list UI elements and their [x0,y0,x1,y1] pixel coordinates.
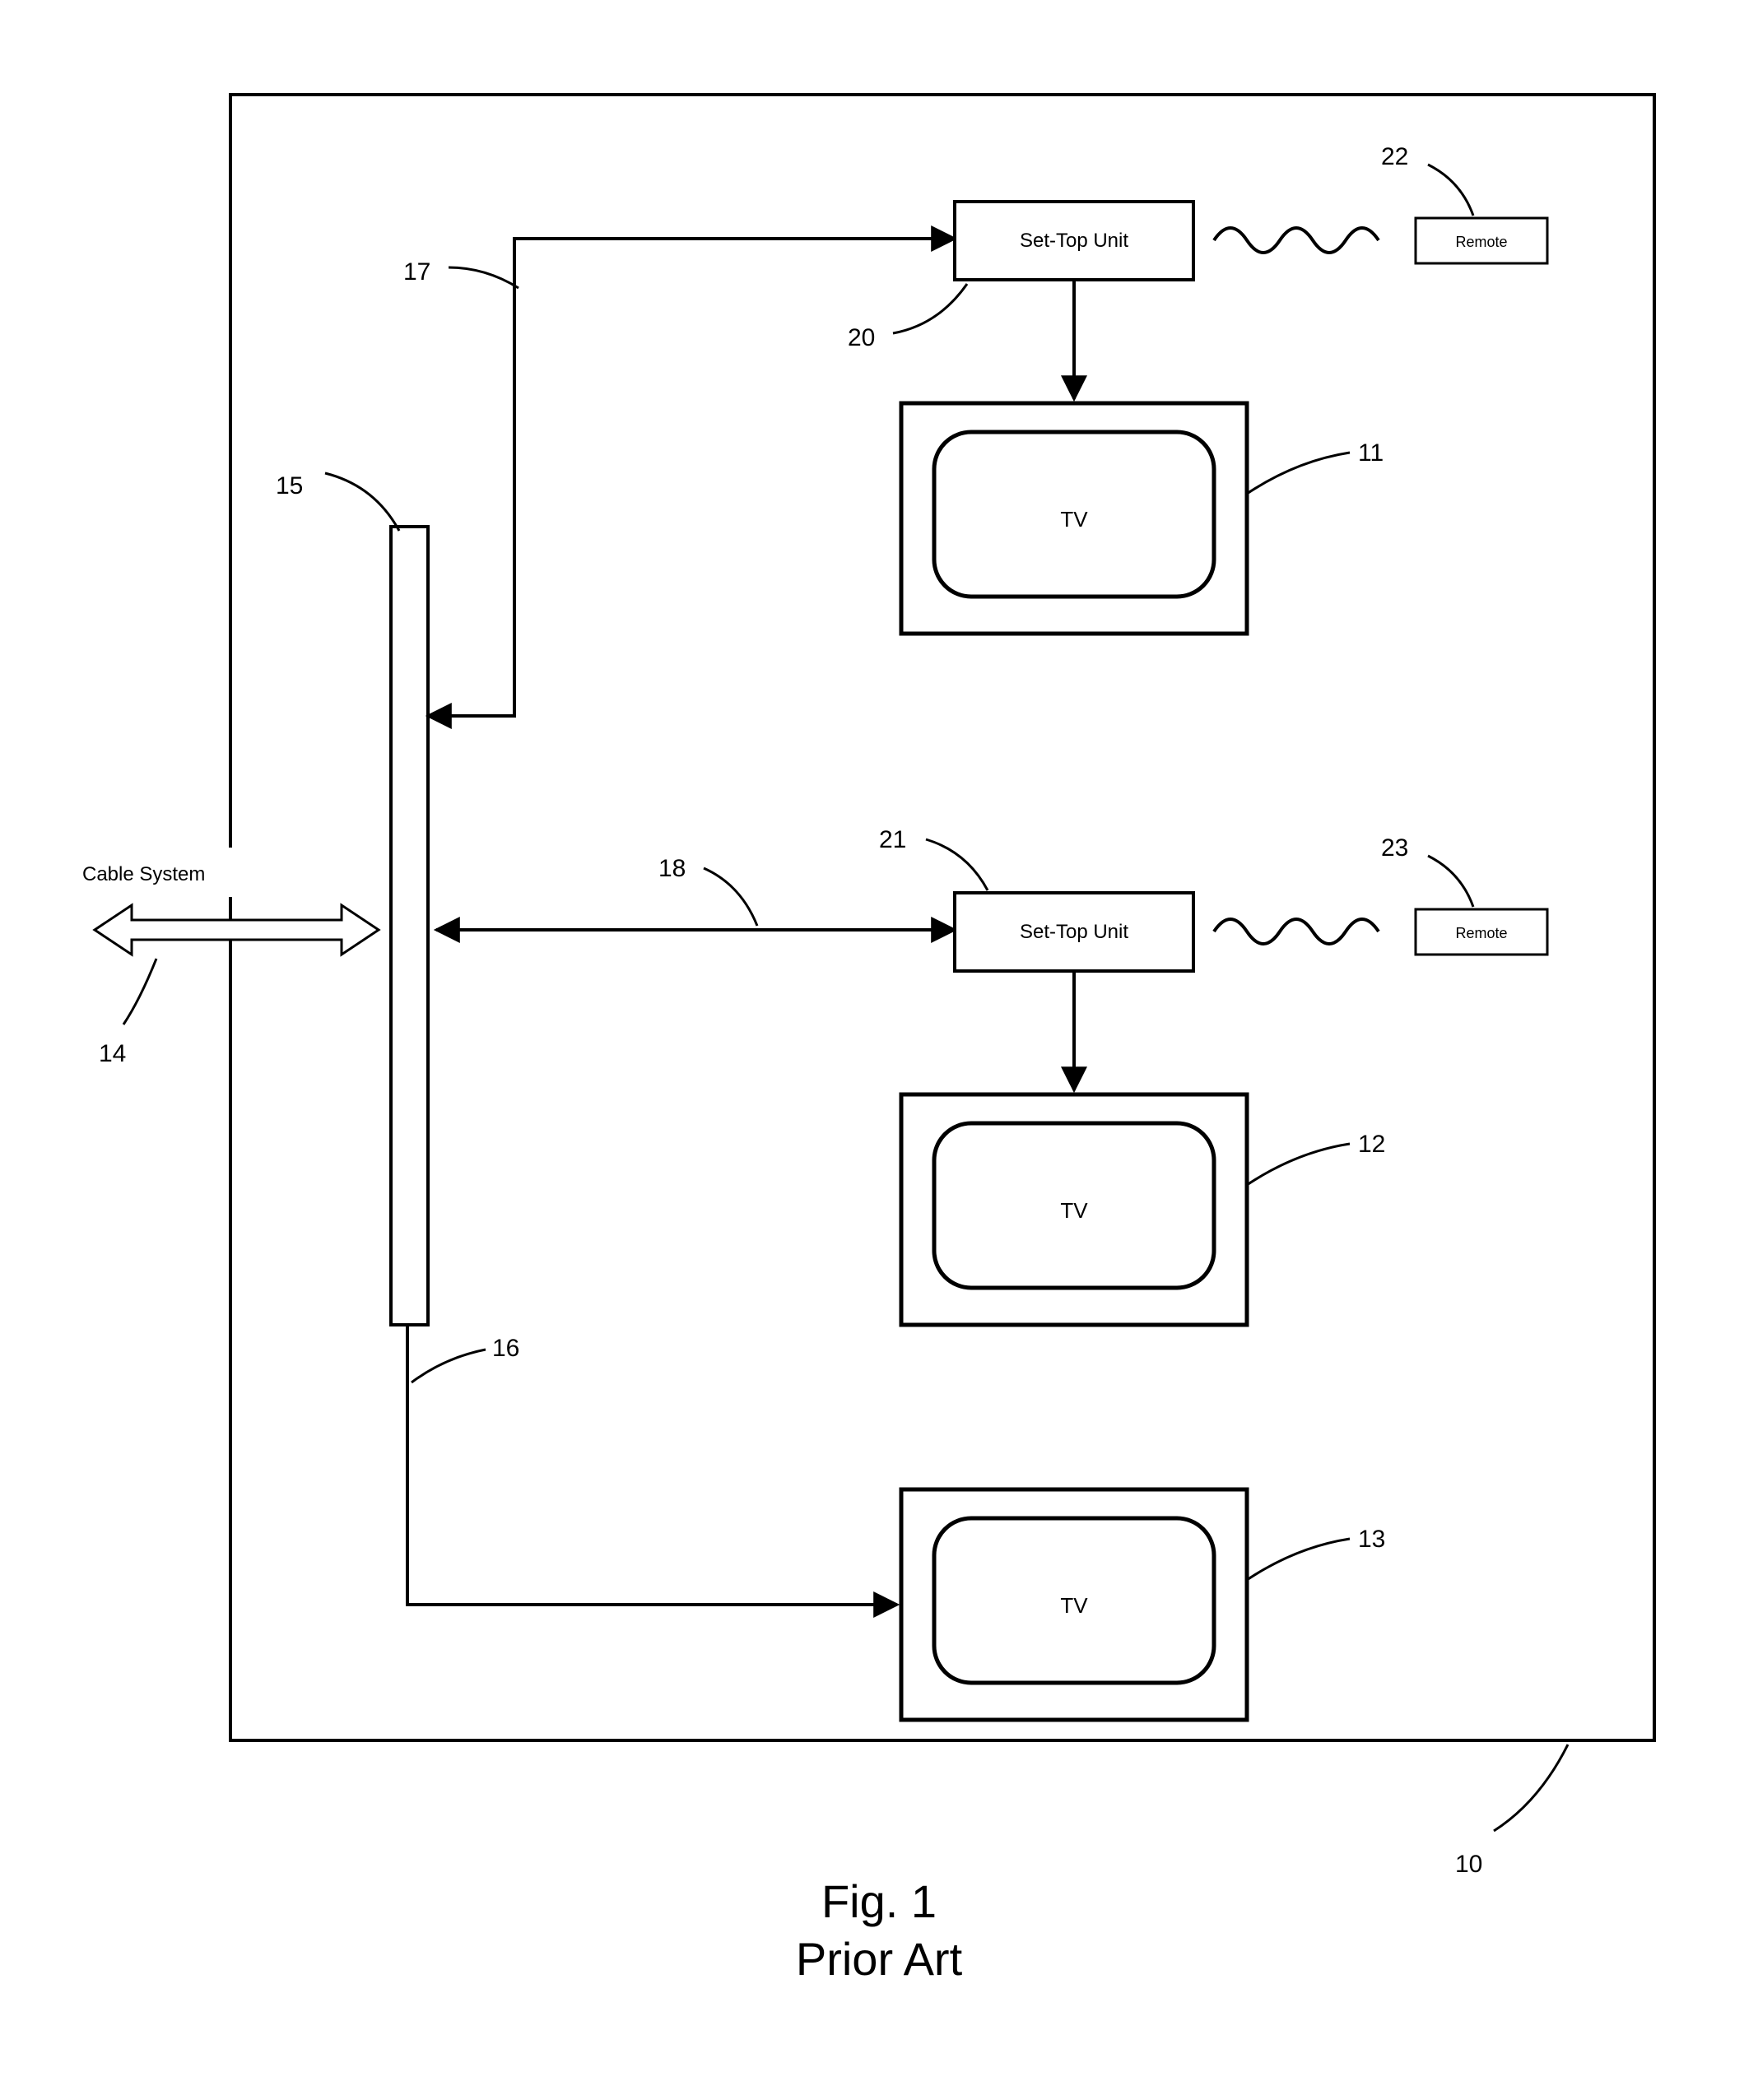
ref-21-text: 21 [879,826,906,853]
tv-top-label: TV [1060,507,1088,532]
ref-13-text: 13 [1358,1526,1385,1553]
remote-top-label: Remote [1455,234,1507,250]
wireless-mid [1214,919,1379,944]
tv-bottom: TV [901,1489,1247,1720]
ref-17-text: 17 [403,258,430,286]
figure-title-1: Fig. 1 [821,1875,937,1927]
ref-14: 14 [99,959,156,1067]
cable-system-arrow [95,905,379,955]
ref-11: 11 [1247,439,1384,494]
tv-mid-label: TV [1060,1198,1088,1223]
cable-system-text: Cable System [82,863,205,885]
ref-20: 20 [848,284,967,351]
ref-15-text: 15 [276,472,303,499]
splitter [391,527,428,1325]
ref-14-text: 14 [99,1040,126,1067]
ref-18-text: 18 [658,855,686,882]
ref-11-text: 11 [1358,439,1384,467]
ref-18: 18 [658,855,757,926]
ref-10-text: 10 [1455,1851,1482,1878]
settop-mid-label: Set-Top Unit [1020,921,1128,943]
remote-mid-label: Remote [1455,925,1507,941]
ref-16: 16 [412,1335,519,1382]
ref-22: 22 [1381,143,1473,216]
ref-21: 21 [879,826,988,890]
ref-12-text: 12 [1358,1131,1385,1158]
diagram: Cable System 14 15 17 Set-Top Unit 20 Re… [0,0,1758,2100]
ref-23-text: 23 [1381,834,1408,862]
ref-22-text: 22 [1381,143,1408,170]
ref-13: 13 [1247,1526,1385,1580]
cable-17 [428,239,955,716]
cable-16 [407,1325,897,1605]
ref-17: 17 [403,258,519,288]
ref-23: 23 [1381,834,1473,907]
wireless-top [1214,228,1379,253]
tv-top: TV [901,403,1247,634]
tv-mid: TV [901,1094,1247,1325]
cable-system-label: Cable System [74,848,288,897]
figure-title-2: Prior Art [796,1933,963,1985]
ref-15: 15 [276,472,399,531]
ref-10: 10 [1455,1745,1568,1878]
ref-20-text: 20 [848,324,875,351]
tv-bottom-label: TV [1060,1593,1088,1618]
ref-12: 12 [1247,1131,1385,1185]
settop-top-label: Set-Top Unit [1020,230,1128,252]
ref-16-text: 16 [492,1335,519,1362]
